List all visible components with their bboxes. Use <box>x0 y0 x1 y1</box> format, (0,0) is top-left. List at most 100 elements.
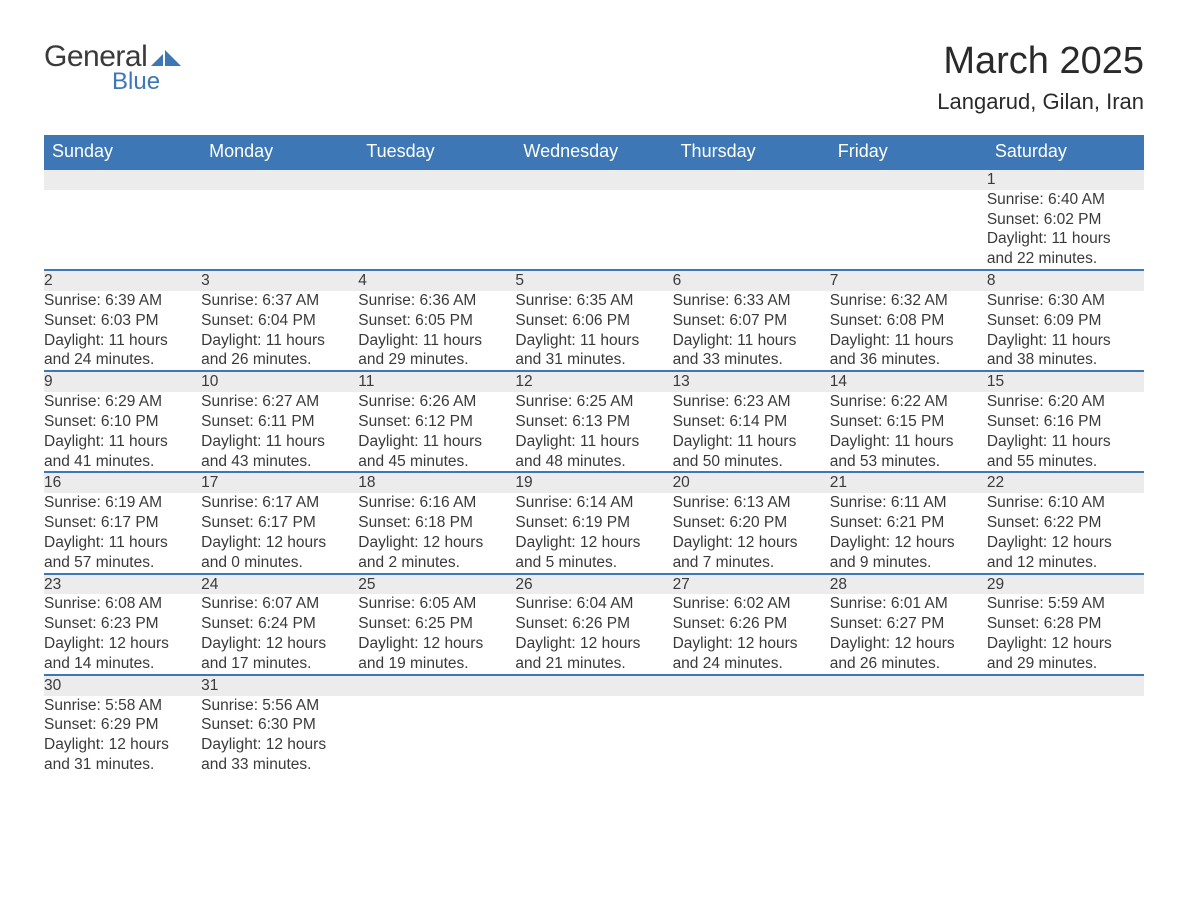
daylight-line-1: Daylight: 11 hours <box>44 331 201 351</box>
day-number: 22 <box>987 472 1144 493</box>
sunset-line: Sunset: 6:06 PM <box>515 311 672 331</box>
sunrise-line: Sunrise: 6:39 AM <box>44 291 201 311</box>
day-number: 15 <box>987 371 1144 392</box>
day-cell <box>515 190 672 270</box>
day-header: Wednesday <box>515 135 672 169</box>
day-cell: Sunrise: 6:02 AMSunset: 6:26 PMDaylight:… <box>673 594 830 674</box>
daylight-line-2: and 43 minutes. <box>201 452 358 472</box>
day-cell: Sunrise: 6:14 AMSunset: 6:19 PMDaylight:… <box>515 493 672 573</box>
sunset-line: Sunset: 6:24 PM <box>201 614 358 634</box>
daylight-line-2: and 2 minutes. <box>358 553 515 573</box>
daylight-line-1: Daylight: 12 hours <box>201 533 358 553</box>
day-header: Thursday <box>673 135 830 169</box>
day-cell <box>673 190 830 270</box>
day-header: Tuesday <box>358 135 515 169</box>
daylight-line-2: and 33 minutes. <box>201 755 358 775</box>
daylight-line-2: and 31 minutes. <box>44 755 201 775</box>
daylight-line-1: Daylight: 12 hours <box>201 634 358 654</box>
week-content-row: Sunrise: 6:19 AMSunset: 6:17 PMDaylight:… <box>44 493 1144 573</box>
day-number: 17 <box>201 472 358 493</box>
daylight-line-1: Daylight: 11 hours <box>673 331 830 351</box>
daylight-line-1: Daylight: 12 hours <box>44 735 201 755</box>
day-number: 21 <box>830 472 987 493</box>
day-number: 4 <box>358 270 515 291</box>
sunrise-line: Sunrise: 6:05 AM <box>358 594 515 614</box>
page-title: March 2025 <box>937 40 1144 83</box>
day-cell <box>830 190 987 270</box>
sunset-line: Sunset: 6:04 PM <box>201 311 358 331</box>
daylight-line-1: Daylight: 11 hours <box>673 432 830 452</box>
sunrise-line: Sunrise: 6:19 AM <box>44 493 201 513</box>
day-number: 24 <box>201 574 358 595</box>
header: General Blue March 2025 Langarud, Gilan,… <box>44 40 1144 115</box>
day-header: Friday <box>830 135 987 169</box>
day-header: Saturday <box>987 135 1144 169</box>
sunset-line: Sunset: 6:19 PM <box>515 513 672 533</box>
sunrise-line: Sunrise: 6:25 AM <box>515 392 672 412</box>
day-cell: Sunrise: 6:11 AMSunset: 6:21 PMDaylight:… <box>830 493 987 573</box>
daylight-line-2: and 24 minutes. <box>44 350 201 370</box>
sunrise-line: Sunrise: 6:30 AM <box>987 291 1144 311</box>
week-content-row: Sunrise: 6:40 AMSunset: 6:02 PMDaylight:… <box>44 190 1144 270</box>
day-cell <box>44 190 201 270</box>
sunrise-line: Sunrise: 6:26 AM <box>358 392 515 412</box>
day-cell: Sunrise: 6:29 AMSunset: 6:10 PMDaylight:… <box>44 392 201 472</box>
daylight-line-1: Daylight: 12 hours <box>673 634 830 654</box>
day-cell <box>673 696 830 775</box>
sunrise-line: Sunrise: 6:11 AM <box>830 493 987 513</box>
brand-blue: Blue <box>112 68 160 96</box>
day-number: 10 <box>201 371 358 392</box>
day-number: 14 <box>830 371 987 392</box>
week-daynum-row: 23242526272829 <box>44 574 1144 595</box>
day-number <box>987 675 1144 696</box>
day-cell: Sunrise: 5:56 AMSunset: 6:30 PMDaylight:… <box>201 696 358 775</box>
sunset-line: Sunset: 6:11 PM <box>201 412 358 432</box>
daylight-line-1: Daylight: 11 hours <box>830 331 987 351</box>
daylight-line-2: and 14 minutes. <box>44 654 201 674</box>
day-cell: Sunrise: 6:19 AMSunset: 6:17 PMDaylight:… <box>44 493 201 573</box>
day-number <box>673 169 830 190</box>
day-number: 3 <box>201 270 358 291</box>
daylight-line-2: and 24 minutes. <box>673 654 830 674</box>
sunset-line: Sunset: 6:23 PM <box>44 614 201 634</box>
daylight-line-2: and 0 minutes. <box>201 553 358 573</box>
daylight-line-1: Daylight: 11 hours <box>358 331 515 351</box>
sunset-line: Sunset: 6:13 PM <box>515 412 672 432</box>
daylight-line-1: Daylight: 12 hours <box>358 533 515 553</box>
day-cell <box>358 190 515 270</box>
sunrise-line: Sunrise: 6:32 AM <box>830 291 987 311</box>
sunrise-line: Sunrise: 6:16 AM <box>358 493 515 513</box>
day-cell: Sunrise: 6:33 AMSunset: 6:07 PMDaylight:… <box>673 291 830 371</box>
day-cell: Sunrise: 6:40 AMSunset: 6:02 PMDaylight:… <box>987 190 1144 270</box>
day-number: 19 <box>515 472 672 493</box>
daylight-line-2: and 22 minutes. <box>987 249 1144 269</box>
day-number <box>830 169 987 190</box>
sunset-line: Sunset: 6:05 PM <box>358 311 515 331</box>
sunrise-line: Sunrise: 6:22 AM <box>830 392 987 412</box>
daylight-line-2: and 45 minutes. <box>358 452 515 472</box>
daylight-line-2: and 31 minutes. <box>515 350 672 370</box>
daylight-line-1: Daylight: 11 hours <box>201 432 358 452</box>
daylight-line-2: and 29 minutes. <box>987 654 1144 674</box>
daylight-line-1: Daylight: 12 hours <box>201 735 358 755</box>
week-daynum-row: 1 <box>44 169 1144 190</box>
day-cell: Sunrise: 6:20 AMSunset: 6:16 PMDaylight:… <box>987 392 1144 472</box>
daylight-line-2: and 50 minutes. <box>673 452 830 472</box>
daylight-line-2: and 38 minutes. <box>987 350 1144 370</box>
day-number <box>44 169 201 190</box>
sunrise-line: Sunrise: 6:35 AM <box>515 291 672 311</box>
day-cell: Sunrise: 6:17 AMSunset: 6:17 PMDaylight:… <box>201 493 358 573</box>
day-cell: Sunrise: 6:27 AMSunset: 6:11 PMDaylight:… <box>201 392 358 472</box>
sunset-line: Sunset: 6:16 PM <box>987 412 1144 432</box>
day-number: 8 <box>987 270 1144 291</box>
daylight-line-2: and 19 minutes. <box>358 654 515 674</box>
day-number: 27 <box>673 574 830 595</box>
daylight-line-2: and 57 minutes. <box>44 553 201 573</box>
daylight-line-2: and 5 minutes. <box>515 553 672 573</box>
sunset-line: Sunset: 6:03 PM <box>44 311 201 331</box>
sunrise-line: Sunrise: 6:29 AM <box>44 392 201 412</box>
sunrise-line: Sunrise: 6:07 AM <box>201 594 358 614</box>
brand-logo: General Blue <box>44 40 181 96</box>
daylight-line-2: and 12 minutes. <box>987 553 1144 573</box>
sunrise-line: Sunrise: 5:56 AM <box>201 696 358 716</box>
